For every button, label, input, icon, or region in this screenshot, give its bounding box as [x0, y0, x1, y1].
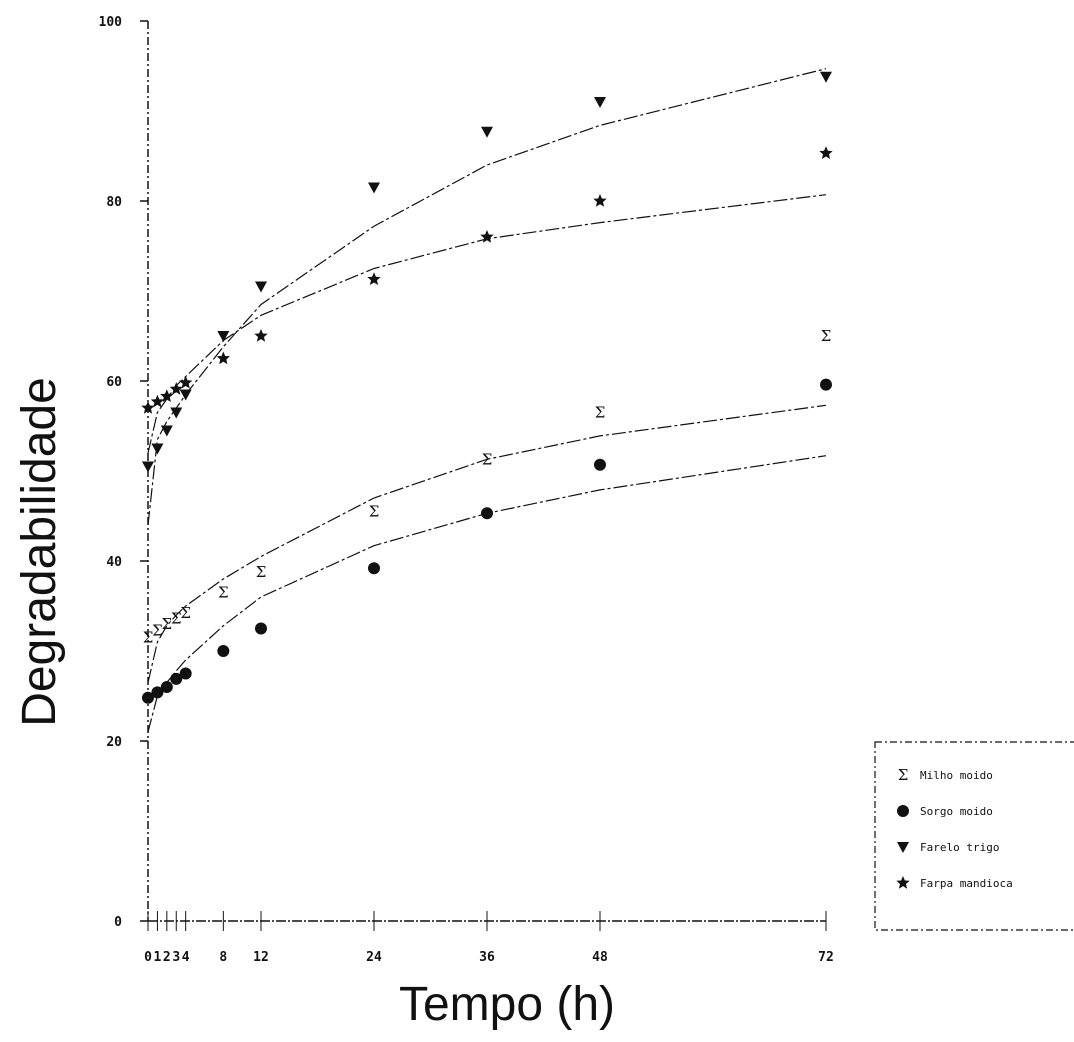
x-tick-label: 8 — [219, 950, 227, 965]
data-point-0: Σ — [180, 604, 191, 622]
data-point-3 — [141, 401, 155, 414]
data-point-1 — [368, 562, 380, 575]
y-tick-label: 100 — [99, 15, 123, 30]
x-ticks: 0 1 2 3 4 8 12 24 36 48 72 — [144, 911, 834, 965]
data-point-2 — [217, 331, 230, 342]
data-point-3 — [160, 389, 174, 402]
data-point-0: Σ — [171, 610, 182, 628]
data-point-3 — [593, 194, 607, 207]
data-point-2 — [594, 97, 606, 108]
data-point-2 — [255, 281, 267, 293]
data-point-0: Σ — [595, 404, 606, 422]
data-point-1 — [481, 507, 493, 520]
x-tick-label: 2 — [163, 950, 171, 965]
legend-label: Farpa mandioca — [920, 877, 1013, 890]
data-point-3 — [179, 375, 193, 389]
data-point-2 — [820, 71, 832, 83]
data-point-3 — [169, 382, 183, 395]
data-point-1 — [217, 645, 230, 657]
data-point-1 — [151, 686, 164, 699]
x-tick-label: 4 — [182, 950, 190, 965]
fit-curves — [147, 68, 827, 733]
x-tick-label: 3 — [172, 950, 180, 965]
y-tick-label: 40 — [106, 555, 122, 570]
data-point-2 — [151, 443, 164, 455]
fit-curve-1 — [147, 455, 827, 733]
x-tick-label: 48 — [592, 950, 608, 965]
data-point-0: Σ — [821, 327, 832, 345]
x-tick-label: 24 — [366, 950, 382, 965]
data-point-2 — [368, 182, 380, 194]
data-point-2 — [142, 461, 154, 473]
legend-marker-0: Σ — [898, 766, 909, 784]
legend: Σ Milho moido Sorgo moido Farelo trigo Farpa… — [874, 741, 1074, 931]
y-tick-label: 60 — [106, 375, 122, 390]
data-point-2 — [170, 407, 183, 419]
data-point-0: Σ — [482, 450, 493, 468]
data-point-0: Σ — [256, 563, 267, 581]
data-point-1 — [160, 681, 173, 693]
data-point-0: Σ — [369, 503, 380, 521]
x-tick-label: 72 — [818, 950, 834, 965]
legend-marker-1 — [897, 805, 909, 817]
data-point-1 — [179, 667, 192, 680]
legend-box — [874, 741, 1074, 931]
data-point-0: Σ — [143, 629, 154, 647]
data-point-1 — [170, 672, 183, 685]
legend-marker-2 — [897, 842, 909, 853]
x-tick-label: 1 — [154, 950, 162, 965]
y-tick-label: 80 — [106, 195, 122, 210]
x-tick-label: 12 — [253, 950, 269, 965]
data-point-2 — [179, 389, 192, 401]
data-point-3 — [819, 146, 833, 159]
legend-label: Farelo trigo — [920, 841, 999, 854]
x-tick-label: 0 — [144, 950, 152, 965]
data-point-1 — [142, 691, 154, 704]
data-point-2 — [160, 425, 173, 437]
y-tick-label: 0 — [114, 915, 122, 930]
data-point-0: Σ — [152, 621, 163, 639]
fit-curve-0 — [147, 404, 827, 683]
data-point-1 — [594, 458, 606, 471]
data-point-1 — [255, 622, 267, 635]
x-tick-label: 36 — [479, 950, 495, 965]
data-point-0: Σ — [162, 615, 173, 633]
legend-label: Milho moido — [920, 769, 993, 782]
data-point-3 — [254, 329, 268, 342]
legend-marker-3 — [896, 876, 910, 889]
data-point-3 — [480, 230, 494, 243]
data-point-3 — [216, 351, 230, 365]
data-point-1 — [820, 378, 832, 391]
y-tick-label: 20 — [106, 735, 122, 750]
legend-items: Σ Milho moido Sorgo moido Farelo trigo Farpa… — [896, 766, 1013, 890]
data-point-2 — [481, 126, 493, 138]
x-axis-title: Tempo (h) — [399, 978, 615, 1031]
y-axis-title: Degradabilidade — [13, 377, 66, 727]
data-point-3 — [367, 272, 381, 285]
data-point-3 — [150, 394, 165, 408]
legend-label: Sorgo moido — [920, 805, 993, 818]
data-point-0: Σ — [218, 584, 229, 602]
y-ticks: 0 20 40 60 80 100 — [99, 15, 148, 930]
